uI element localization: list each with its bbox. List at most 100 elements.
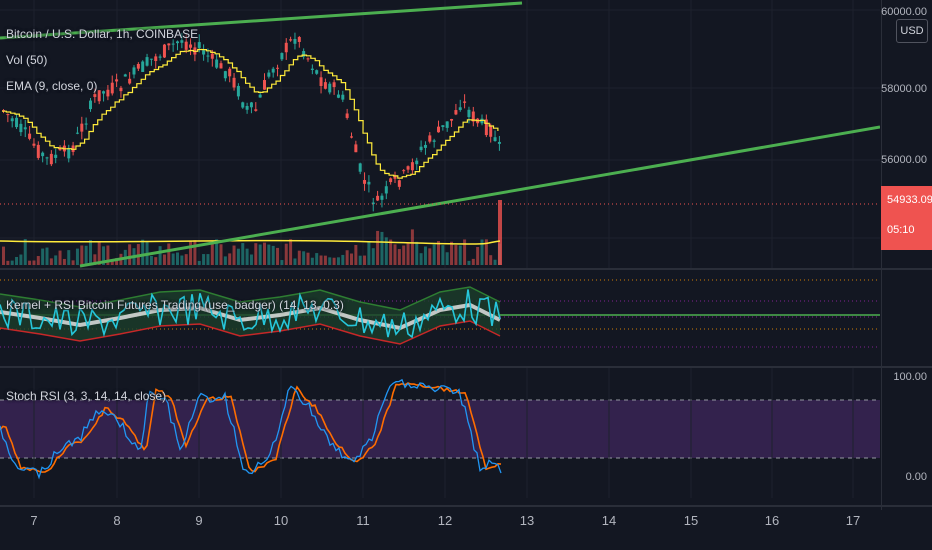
volume-legend[interactable]: Vol (50) — [6, 53, 48, 67]
volume-bar — [363, 255, 367, 265]
candle — [350, 136, 353, 138]
volume-bar — [389, 239, 393, 265]
candle — [189, 44, 193, 48]
candle — [219, 63, 223, 69]
stoch-legend[interactable]: Stoch RSI (3, 3, 14, 14, close) — [6, 389, 167, 403]
candle — [210, 53, 214, 59]
volume-bar — [97, 241, 101, 265]
candle — [215, 59, 219, 68]
symbol-legend[interactable]: Bitcoin / U.S. Dollar, 1h, COINBASE — [6, 27, 199, 41]
rsi-cloud — [0, 287, 500, 344]
price-chart-pane[interactable]: Bitcoin / U.S. Dollar, 1h, COINBASE Vol … — [0, 0, 880, 268]
volume-bar — [89, 240, 92, 265]
candle — [484, 119, 488, 136]
stoch-tick: 100.00 — [893, 371, 927, 383]
candle — [176, 41, 179, 44]
candle — [84, 123, 88, 125]
volume-bar — [289, 239, 293, 265]
volume-bar — [58, 250, 62, 265]
rsi-upper-band — [0, 286, 501, 311]
volume-bar — [158, 246, 162, 265]
stoch-d-line — [0, 382, 502, 473]
volume-bar — [62, 258, 66, 265]
candle — [232, 77, 236, 88]
volume-bar — [336, 257, 340, 265]
pane-separator[interactable] — [0, 268, 932, 270]
candle — [341, 94, 345, 100]
candle — [319, 77, 323, 87]
volume-bar — [6, 260, 10, 265]
price-chart[interactable] — [0, 0, 880, 268]
kernel-legend[interactable]: Kernel + RSI Bitcoin Futures Trading (us… — [6, 298, 344, 312]
volume-bar — [432, 244, 436, 265]
candle — [380, 195, 384, 200]
kernel-rsi-pane[interactable]: Kernel + RSI Bitcoin Futures Trading (us… — [0, 270, 880, 365]
currency-button[interactable]: USD — [896, 19, 928, 43]
stoch-rsi-pane[interactable]: Stoch RSI (3, 3, 14, 14, close) — [0, 368, 880, 498]
volume-bar — [323, 255, 327, 265]
stoch-rsi-chart[interactable] — [0, 368, 880, 498]
candle — [119, 87, 123, 92]
volume-bar — [41, 248, 45, 265]
candle — [15, 117, 19, 128]
candle — [102, 91, 106, 94]
candle — [328, 83, 332, 93]
last-price-value: 54933.09 — [887, 194, 932, 206]
candle — [6, 114, 10, 116]
candle — [58, 148, 62, 151]
candle — [415, 160, 419, 165]
candle — [132, 67, 136, 75]
volume-bar — [193, 240, 197, 265]
volume-bar — [67, 250, 71, 265]
volume-bar — [249, 254, 253, 265]
volume-bar — [71, 260, 75, 265]
candle — [467, 109, 471, 118]
volume-bar — [149, 255, 153, 265]
time-tick: 8 — [113, 513, 121, 528]
volume-bar — [189, 240, 193, 265]
candle — [128, 78, 132, 84]
volume-bar — [210, 242, 214, 265]
candle — [28, 133, 32, 139]
time-tick: 9 — [195, 513, 203, 528]
volume-bar — [110, 260, 114, 265]
candle — [293, 38, 297, 44]
candle — [323, 82, 327, 89]
candle — [367, 181, 371, 185]
volume-bar — [280, 260, 284, 265]
kernel-rsi-chart[interactable] — [0, 270, 880, 365]
volume-bar — [19, 254, 23, 265]
price-tick: 60000.00 — [881, 6, 927, 18]
volume-bar — [84, 245, 88, 265]
volume-bar — [441, 245, 445, 265]
volume-bar — [102, 246, 106, 265]
ema-legend[interactable]: EMA (9, close, 0) — [6, 79, 98, 93]
candle — [280, 53, 284, 60]
candle — [115, 79, 119, 82]
volume-bar — [258, 244, 262, 265]
candle — [441, 125, 445, 128]
volume-bar — [328, 257, 332, 265]
volume-bar — [75, 248, 79, 265]
volume-bar — [476, 246, 480, 265]
volume-bar — [228, 253, 232, 265]
pane-separator[interactable] — [0, 366, 932, 368]
price-tick: 58000.00 — [881, 83, 927, 95]
candle — [23, 127, 27, 130]
volume-bar — [315, 253, 319, 265]
candle — [493, 137, 497, 142]
volume-bar — [36, 256, 40, 265]
volume-bar — [358, 255, 362, 265]
volume-bar — [254, 243, 258, 265]
volume-bar — [471, 258, 475, 265]
candle — [141, 61, 145, 72]
candle — [49, 153, 53, 165]
candle — [489, 125, 493, 137]
price-axis[interactable]: 60000.00 58000.00 56000.00 100.00 0.00 — [881, 0, 932, 510]
candle — [10, 118, 14, 122]
volume-bar — [437, 241, 440, 265]
volume-bar — [354, 244, 358, 265]
candle — [393, 175, 397, 179]
volume-bar — [284, 243, 288, 265]
candle — [402, 170, 406, 172]
